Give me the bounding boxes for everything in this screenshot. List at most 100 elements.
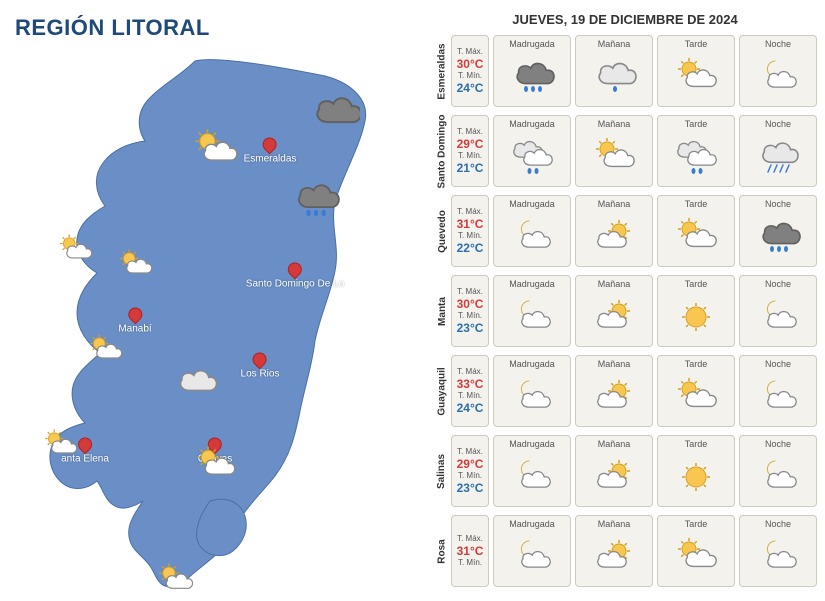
- weather-icon: [673, 291, 719, 344]
- city-name-label: Guayaquil: [433, 355, 451, 427]
- weather-icon: [673, 531, 719, 584]
- period-cell: Noche: [739, 435, 817, 507]
- weather-icon: [591, 451, 637, 504]
- period-label: Mañana: [598, 359, 631, 369]
- tmax-value: 31°C: [457, 544, 484, 558]
- tmin-value: 23°C: [457, 481, 484, 495]
- weather-icon: [509, 451, 555, 504]
- city-row: Guayaquil T. Máx. 33°C T. Mín. 24°C Madr…: [433, 355, 817, 427]
- weather-icon: [591, 291, 637, 344]
- weather-icon: [673, 131, 719, 184]
- period-cell: Noche: [739, 115, 817, 187]
- period-cell: Tarde: [657, 275, 735, 347]
- period-label: Madrugada: [509, 39, 555, 49]
- weather-icon: [509, 531, 555, 584]
- city-name-label: Esmeraldas: [433, 35, 451, 107]
- weather-icon: [673, 371, 719, 424]
- period-cell: Tarde: [657, 195, 735, 267]
- period-label: Madrugada: [509, 359, 555, 369]
- period-label: Noche: [765, 439, 791, 449]
- tmin-value: 21°C: [457, 161, 484, 175]
- period-label: Mañana: [598, 119, 631, 129]
- tmax-label: T. Máx.: [457, 447, 483, 457]
- tmax-label: T. Máx.: [457, 534, 483, 544]
- period-cell: Tarde: [657, 35, 735, 107]
- weather-icon: [509, 131, 555, 184]
- region-title: REGIÓN LITORAL: [15, 15, 420, 41]
- city-name-label: Santo Domingo: [433, 115, 451, 187]
- period-label: Madrugada: [509, 519, 555, 529]
- period-cells: Madrugada Mañana Tarde Noche: [493, 355, 817, 427]
- period-label: Tarde: [685, 519, 708, 529]
- tmin-value: 24°C: [457, 401, 484, 415]
- period-label: Noche: [765, 279, 791, 289]
- city-row: Manta T. Máx. 30°C T. Mín. 23°C Madrugad…: [433, 275, 817, 347]
- temp-cell: T. Máx. 29°C T. Mín. 23°C: [451, 435, 489, 507]
- weather-icon: [591, 211, 637, 264]
- period-cell: Tarde: [657, 435, 735, 507]
- period-label: Noche: [765, 519, 791, 529]
- city-row: Santo Domingo T. Máx. 29°C T. Mín. 21°C …: [433, 115, 817, 187]
- city-name-label: Manta: [433, 275, 451, 347]
- tmax-label: T. Máx.: [457, 207, 483, 217]
- tmin-label: T. Mín.: [458, 71, 482, 81]
- tmin-value: 23°C: [457, 321, 484, 335]
- forecast-table: Esmeraldas T. Máx. 30°C T. Mín. 24°C Mad…: [433, 35, 817, 587]
- period-label: Tarde: [685, 279, 708, 289]
- period-cell: Mañana: [575, 435, 653, 507]
- period-label: Tarde: [685, 39, 708, 49]
- period-cell: Tarde: [657, 115, 735, 187]
- tmin-label: T. Mín.: [458, 151, 482, 161]
- period-cell: Noche: [739, 275, 817, 347]
- tmin-label: T. Mín.: [458, 558, 482, 568]
- period-cells: Madrugada Mañana Tarde Noche: [493, 195, 817, 267]
- period-cell: Noche: [739, 35, 817, 107]
- weather-icon: [591, 371, 637, 424]
- weather-icon: [591, 531, 637, 584]
- period-label: Mañana: [598, 439, 631, 449]
- period-cells: Madrugada Mañana Tarde Noche: [493, 275, 817, 347]
- weather-icon: [673, 51, 719, 104]
- tmax-label: T. Máx.: [457, 287, 483, 297]
- period-cells: Madrugada Mañana Tarde Noche: [493, 515, 817, 587]
- period-label: Noche: [765, 199, 791, 209]
- weather-icon: [755, 291, 801, 344]
- weather-icon: [755, 131, 801, 184]
- period-cell: Tarde: [657, 515, 735, 587]
- period-label: Tarde: [685, 119, 708, 129]
- tmin-label: T. Mín.: [458, 391, 482, 401]
- period-label: Noche: [765, 359, 791, 369]
- period-label: Noche: [765, 39, 791, 49]
- right-panel: JUEVES, 19 DE DICIEMBRE DE 2024 Esmerald…: [425, 0, 825, 600]
- tmin-label: T. Mín.: [458, 231, 482, 241]
- city-row: Quevedo T. Máx. 31°C T. Mín. 22°C Madrug…: [433, 195, 817, 267]
- weather-icon: [509, 211, 555, 264]
- weather-icon: [755, 451, 801, 504]
- coast-map: [15, 51, 425, 591]
- period-label: Madrugada: [509, 119, 555, 129]
- city-row: Esmeraldas T. Máx. 30°C T. Mín. 24°C Mad…: [433, 35, 817, 107]
- weather-icon: [673, 211, 719, 264]
- weather-icon: [509, 291, 555, 344]
- tmin-value: 24°C: [457, 81, 484, 95]
- date-header: JUEVES, 19 DE DICIEMBRE DE 2024: [433, 8, 817, 35]
- tmin-value: 22°C: [457, 241, 484, 255]
- period-cell: Mañana: [575, 355, 653, 427]
- weather-icon: [755, 51, 801, 104]
- period-cells: Madrugada Mañana Tarde Noche: [493, 35, 817, 107]
- temp-cell: T. Máx. 31°C T. Mín. 22°C: [451, 195, 489, 267]
- tmax-label: T. Máx.: [457, 47, 483, 57]
- temp-cell: T. Máx. 33°C T. Mín. 24°C: [451, 355, 489, 427]
- tmax-label: T. Máx.: [457, 367, 483, 377]
- weather-icon: [509, 371, 555, 424]
- period-label: Mañana: [598, 279, 631, 289]
- temp-cell: T. Máx. 30°C T. Mín. 23°C: [451, 275, 489, 347]
- period-cell: Mañana: [575, 515, 653, 587]
- period-cells: Madrugada Mañana Tarde Noche: [493, 115, 817, 187]
- tmin-label: T. Mín.: [458, 311, 482, 321]
- weather-icon: [755, 211, 801, 264]
- period-label: Madrugada: [509, 279, 555, 289]
- tmin-label: T. Mín.: [458, 471, 482, 481]
- city-name-label: Quevedo: [433, 195, 451, 267]
- period-label: Tarde: [685, 359, 708, 369]
